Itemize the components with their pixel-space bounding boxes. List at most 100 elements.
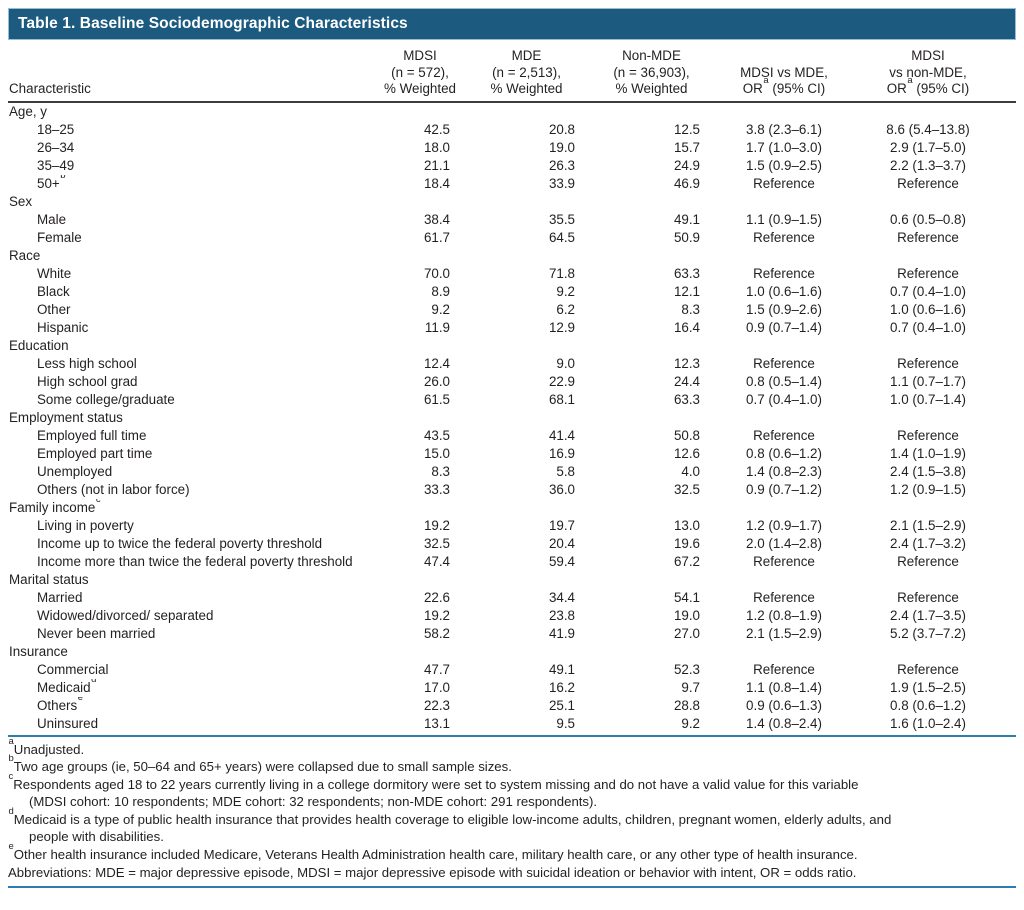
row-label: Less high school: [37, 355, 137, 371]
cell-mde_pct: 16.2: [548, 679, 575, 695]
cell-or_mdsi_vs_mde: Reference: [753, 229, 815, 245]
row-label: 50+b: [8, 175, 376, 193]
table-row: Married 22.6 34.4 54.1 Reference Reference: [8, 589, 1016, 607]
table-row: 18–25 42.5 20.8 12.5 3.8 (2.3–6.1) 8.6 (5.4–1…: [8, 121, 1016, 139]
cell-mde_pct: 9.2: [556, 283, 575, 299]
cell-mde_pct: 19.0: [548, 139, 575, 155]
header-line: % Weighted: [615, 81, 688, 96]
cell-non_mde_pct: [589, 643, 714, 661]
header-line: % Weighted: [490, 81, 563, 96]
footnote-line: (MDSI cohort: 10 respondents; MDE cohort…: [29, 794, 598, 810]
cell-or_mdsi_vs_mde: 1.7 (1.0–3.0): [746, 139, 822, 155]
table-row: White 70.0 71.8 63.3 Reference Reference: [8, 265, 1016, 283]
superscript: b: [8, 753, 14, 765]
cell-or_mdsi_vs_mde: Reference: [753, 265, 815, 281]
cell-mdsi_pct: 21.1: [423, 157, 450, 173]
cell-or_mdsi_vs_mde: 2.0 (1.4–2.8): [746, 535, 822, 551]
section-row: Family incomec: [8, 499, 1016, 517]
row-label: Employed part time: [37, 445, 153, 461]
table-row: Unemployed 8.3 5.8 4.0 1.4 (0.8–2.3) 2.4 (1.5…: [8, 463, 1016, 481]
cell-or_mdsi_vs_non_mde: Reference: [897, 427, 959, 443]
superscript: e: [8, 841, 14, 853]
cell-mdsi_pct: 13.1: [423, 715, 450, 731]
cell-or_mdsi_vs_mde: 1.4 (0.8–2.4): [746, 715, 822, 731]
cell-or_mdsi_vs_non_mde: [854, 337, 1016, 355]
cell-mdsi_pct: 8.3: [431, 463, 450, 479]
cell-or_mdsi_vs_non_mde: 0.8 (0.6–1.2): [890, 697, 966, 713]
cell-or_mdsi_vs_mde: [714, 409, 854, 427]
cell-mde_pct: [464, 409, 589, 427]
cell-or_mdsi_vs_non_mde: Reference: [897, 265, 959, 281]
table-row: Uninsured 13.1 9.5 9.2 1.4 (0.8–2.4) 1.6 (1.0…: [8, 715, 1016, 733]
footnote-line: eOther health insurance included Medicar…: [8, 841, 858, 863]
cell-or_mdsi_vs_non_mde: 2.4 (1.5–3.8): [890, 463, 966, 479]
cell-or_mdsi_vs_non_mde: Reference: [897, 553, 959, 569]
cell-or_mdsi_vs_non_mde: 1.9 (1.5–2.5): [890, 679, 966, 695]
header-line: MDSI vs MDE,: [740, 64, 828, 80]
cell-or_mdsi_vs_mde: Reference: [753, 427, 815, 443]
header-line: Characteristic: [9, 81, 91, 96]
cell-non_mde_pct: 9.2: [681, 715, 700, 731]
cell-or_mdsi_vs_mde: 3.8 (2.3–6.1): [746, 121, 822, 137]
cell-mde_pct: 9.0: [556, 355, 575, 371]
section-row: Race: [8, 247, 1016, 265]
cell-non_mde_pct: 52.3: [673, 661, 700, 677]
section-row: Insurance: [8, 643, 1016, 661]
footnote-c: cRespondents aged 18 to 22 years current…: [8, 772, 1016, 811]
cell-or_mdsi_vs_non_mde: 2.9 (1.7–5.0): [890, 139, 966, 155]
section-row: Employment status: [8, 409, 1016, 427]
superscript: a: [907, 75, 913, 87]
row-label: Income more than twice the federal pover…: [37, 553, 353, 569]
footnote-a: aUnadjusted.: [8, 735, 1016, 759]
row-label: Some college/graduate: [37, 391, 175, 407]
cell-or_mdsi_vs_non_mde: 0.7 (0.4–1.0): [890, 283, 966, 299]
cell-or_mdsi_vs_non_mde: 8.6 (5.4–13.8): [886, 121, 970, 137]
cell-non_mde_pct: 19.6: [673, 535, 700, 551]
cell-mde_pct: [464, 643, 589, 661]
cell-mde_pct: 59.4: [548, 553, 575, 569]
cell-mdsi_pct: 61.7: [423, 229, 450, 245]
cell-non_mde_pct: 9.7: [681, 679, 700, 695]
cell-or_mdsi_vs_mde: 1.5 (0.9–2.5): [746, 157, 822, 173]
superscript: d: [91, 678, 97, 685]
cell-or_mdsi_vs_non_mde: 2.1 (1.5–2.9): [890, 517, 966, 533]
column-header-or_mdsi_vs_mde: MDSI vs MDE, ORa (95% CI): [714, 40, 854, 103]
table-row: Employed full time 43.5 41.4 50.8 Reference R…: [8, 427, 1016, 445]
row-label: Living in poverty: [37, 517, 134, 533]
footnote-line: aUnadjusted.: [8, 735, 85, 757]
cell-mde_pct: 23.8: [548, 607, 575, 623]
header-line: ORa (95% CI): [886, 75, 970, 96]
cell-or_mdsi_vs_non_mde: 2.4 (1.7–3.2): [890, 535, 966, 551]
cell-mde_pct: 6.2: [556, 301, 575, 317]
cell-mde_pct: 71.8: [548, 265, 575, 281]
column-header-mdsi_pct: MDSI (n = 572),% Weighted: [376, 40, 464, 103]
cell-or_mdsi_vs_mde: Reference: [753, 589, 815, 605]
header-line: % Weighted: [384, 81, 456, 96]
cell-non_mde_pct: 24.9: [673, 157, 700, 173]
header-line: vs non-MDE,: [889, 64, 967, 80]
cell-non_mde_pct: 12.6: [673, 445, 700, 461]
cell-non_mde_pct: [589, 499, 714, 517]
row-label: Married: [37, 589, 83, 605]
row-label: Uninsured: [37, 715, 99, 731]
table-row: 35–49 21.1 26.3 24.9 1.5 (0.9–2.5) 2.2 (1.3–3…: [8, 157, 1016, 175]
sociodemographic-table: Characteristic MDSI (n = 572),% Weighted MD…: [8, 40, 1016, 733]
cell-or_mdsi_vs_non_mde: [854, 247, 1016, 265]
row-label: Female: [37, 229, 82, 245]
table-row: Never been married 58.2 41.9 27.0 2.1 (1.5–2…: [8, 625, 1016, 643]
header-line: MDSI: [911, 48, 945, 63]
table-row: Other 9.2 6.2 8.3 1.5 (0.9–2.6) 1.0 (0.6–1.6): [8, 301, 1016, 319]
section-row: Education: [8, 337, 1016, 355]
cell-or_mdsi_vs_mde: Reference: [753, 553, 815, 569]
cell-non_mde_pct: 67.2: [673, 553, 700, 569]
table-row: Living in poverty 19.2 19.7 13.0 1.2 (0.9–1.…: [8, 517, 1016, 535]
cell-or_mdsi_vs_mde: [714, 499, 854, 517]
superscript: a: [763, 75, 769, 87]
row-label: Education: [9, 337, 69, 353]
cell-mdsi_pct: 47.7: [423, 661, 450, 677]
cell-or_mdsi_vs_mde: 1.5 (0.9–2.6): [746, 301, 822, 317]
cell-mde_pct: [464, 193, 589, 211]
footnotes: aUnadjusted. bTwo age groups (ie, 50–64 a…: [8, 735, 1016, 882]
table-row: Others (not in labor force) 33.3 36.0 32.5 0…: [8, 481, 1016, 499]
cell-mdsi_pct: [376, 643, 464, 661]
